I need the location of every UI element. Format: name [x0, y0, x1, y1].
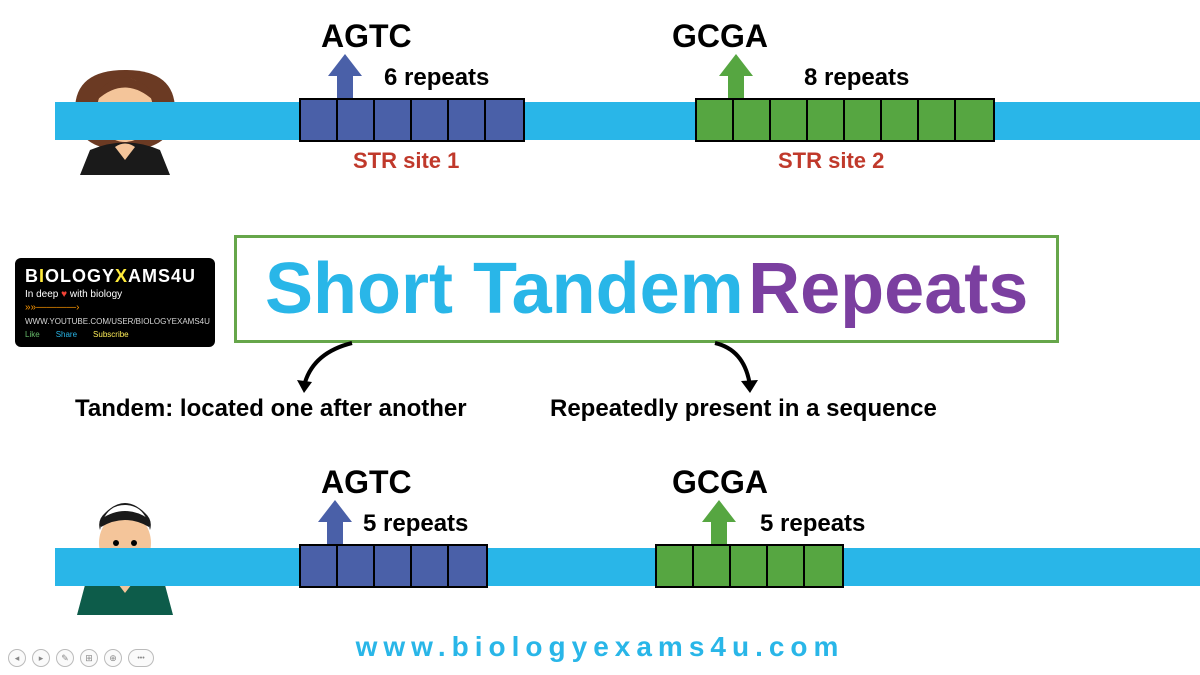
str-site-1-label: STR site 1 [353, 148, 459, 174]
footer-url: www.biologyexams4u.com [0, 631, 1200, 663]
repeats-p2-b: 5 repeats [760, 510, 865, 538]
slide-controls: ◂ ▸ ✎ ⊞ ⊕ ••• [8, 649, 154, 667]
logo-tagline: In deep ♥ with biology [25, 289, 205, 300]
logo-url: WWW.YOUTUBE.COM/USER/BIOLOGYEXAMS4U [25, 317, 205, 326]
repeats-p2-a: 5 repeats [363, 510, 468, 538]
definition-tandem: Tandem: located one after another [75, 395, 467, 423]
repeat-strip-p1-a [299, 98, 525, 142]
arrow-p1-b [719, 54, 753, 104]
repeat-strip-p2-b [655, 544, 844, 588]
seq-label-p1-b: GCGA [672, 18, 768, 55]
seq-label-p2-a: AGTC [321, 464, 412, 501]
logo-tags: LikeShareSubscribe [25, 330, 205, 339]
pen-icon[interactable]: ✎ [56, 649, 74, 667]
curve-arrow-tandem [292, 338, 372, 398]
title-part2: Repeats [748, 249, 1028, 329]
grid-icon[interactable]: ⊞ [80, 649, 98, 667]
str-site-2-label: STR site 2 [778, 148, 884, 174]
repeat-strip-p1-b [695, 98, 995, 142]
arrow-p2-b [702, 500, 736, 550]
arrow-p2-a [318, 500, 352, 550]
next-icon[interactable]: ▸ [32, 649, 50, 667]
dna-bar-person1 [55, 102, 1200, 140]
logo-title: BIOLOGYXAMS4U [25, 266, 205, 287]
zoom-icon[interactable]: ⊕ [104, 649, 122, 667]
definition-repeats: Repeatedly present in a sequence [550, 395, 937, 423]
title-part1: Short Tandem [265, 249, 744, 329]
main-title-box: Short Tandem Repeats [234, 235, 1059, 343]
channel-logo-card: BIOLOGYXAMS4U In deep ♥ with biology »»—… [15, 258, 215, 347]
arrow-p1-a [328, 54, 362, 104]
prev-icon[interactable]: ◂ [8, 649, 26, 667]
repeats-p1-b: 8 repeats [804, 64, 909, 92]
seq-label-p2-b: GCGA [672, 464, 768, 501]
dna-bar-person2 [55, 548, 1200, 586]
repeat-strip-p2-a [299, 544, 488, 588]
seq-label-p1-a: AGTC [321, 18, 412, 55]
repeats-p1-a: 6 repeats [384, 64, 489, 92]
curve-arrow-repeats [710, 338, 790, 398]
more-icon[interactable]: ••• [128, 649, 154, 667]
